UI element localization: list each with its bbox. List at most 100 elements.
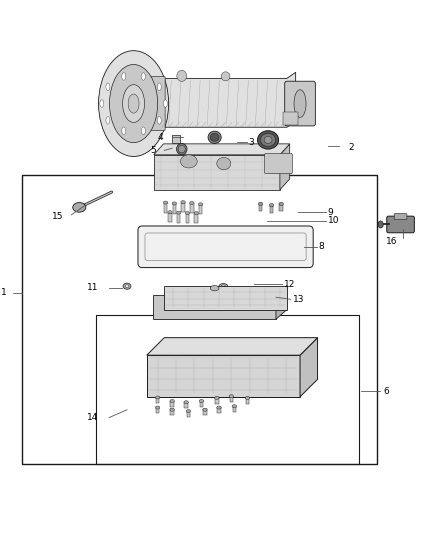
Ellipse shape	[106, 83, 110, 91]
Text: 1: 1	[1, 288, 7, 297]
Ellipse shape	[73, 203, 86, 212]
Bar	[200, 400, 203, 407]
Ellipse shape	[123, 85, 145, 123]
Bar	[233, 406, 236, 412]
FancyBboxPatch shape	[150, 77, 165, 131]
Polygon shape	[164, 286, 287, 310]
Bar	[187, 410, 190, 417]
Text: 12: 12	[284, 280, 295, 289]
Bar	[173, 204, 176, 214]
Ellipse shape	[199, 399, 204, 402]
Polygon shape	[300, 338, 318, 397]
Ellipse shape	[157, 83, 161, 91]
Ellipse shape	[190, 201, 194, 205]
Polygon shape	[158, 72, 296, 127]
Ellipse shape	[177, 70, 187, 82]
Polygon shape	[147, 355, 300, 397]
Ellipse shape	[106, 117, 110, 124]
Bar	[156, 407, 159, 413]
FancyBboxPatch shape	[387, 216, 414, 233]
Ellipse shape	[210, 286, 219, 291]
Polygon shape	[276, 286, 287, 319]
Ellipse shape	[258, 131, 279, 149]
Ellipse shape	[221, 285, 226, 287]
Text: 11: 11	[87, 283, 99, 292]
Ellipse shape	[170, 408, 174, 411]
Ellipse shape	[245, 397, 250, 399]
Ellipse shape	[198, 203, 203, 206]
Ellipse shape	[163, 201, 168, 204]
Ellipse shape	[170, 399, 174, 402]
Ellipse shape	[177, 211, 181, 214]
Bar	[190, 204, 194, 213]
Ellipse shape	[180, 155, 197, 168]
Text: 16: 16	[386, 237, 397, 246]
Text: 14: 14	[87, 413, 99, 422]
Bar	[246, 398, 249, 403]
Ellipse shape	[100, 100, 104, 107]
Ellipse shape	[125, 285, 129, 287]
Ellipse shape	[294, 90, 306, 117]
Bar	[170, 409, 174, 415]
Ellipse shape	[177, 143, 187, 155]
Ellipse shape	[157, 117, 161, 124]
Text: 2: 2	[348, 143, 354, 152]
Bar	[199, 205, 202, 214]
Ellipse shape	[203, 408, 207, 411]
Bar	[186, 214, 189, 223]
Ellipse shape	[168, 211, 172, 214]
Text: 10: 10	[328, 216, 339, 225]
Ellipse shape	[219, 284, 228, 289]
Ellipse shape	[194, 212, 198, 215]
Text: 9: 9	[328, 208, 333, 217]
Bar	[168, 213, 172, 222]
Bar	[279, 204, 283, 211]
Ellipse shape	[178, 146, 185, 153]
Ellipse shape	[141, 72, 145, 80]
Ellipse shape	[181, 200, 185, 204]
FancyBboxPatch shape	[285, 81, 315, 126]
Polygon shape	[154, 155, 280, 190]
Text: 5: 5	[151, 146, 156, 155]
Ellipse shape	[141, 127, 145, 134]
Ellipse shape	[378, 221, 383, 228]
Ellipse shape	[122, 72, 126, 80]
Ellipse shape	[110, 64, 158, 143]
Ellipse shape	[163, 100, 167, 107]
FancyBboxPatch shape	[394, 214, 407, 220]
Ellipse shape	[184, 401, 188, 404]
Ellipse shape	[99, 51, 169, 157]
Bar	[203, 409, 207, 415]
Ellipse shape	[279, 202, 283, 206]
Text: 4: 4	[157, 133, 163, 142]
Ellipse shape	[269, 204, 274, 207]
Bar	[22, 174, 377, 464]
Ellipse shape	[215, 397, 219, 399]
Ellipse shape	[232, 405, 237, 408]
Ellipse shape	[185, 212, 190, 215]
Text: 8: 8	[319, 243, 325, 251]
Bar	[172, 135, 180, 142]
Bar	[270, 206, 273, 213]
Text: 6: 6	[383, 387, 389, 396]
Ellipse shape	[208, 131, 221, 143]
Ellipse shape	[221, 72, 230, 81]
Bar	[194, 214, 198, 223]
Text: 15: 15	[52, 212, 64, 221]
FancyBboxPatch shape	[265, 154, 293, 174]
Polygon shape	[153, 295, 276, 319]
Text: 13: 13	[293, 295, 304, 304]
Ellipse shape	[260, 133, 276, 147]
Bar	[177, 213, 180, 223]
Text: 3: 3	[248, 138, 254, 147]
Ellipse shape	[122, 127, 126, 134]
Polygon shape	[147, 338, 318, 355]
Ellipse shape	[123, 283, 131, 289]
Ellipse shape	[155, 396, 160, 399]
Bar	[184, 402, 188, 408]
Bar	[156, 397, 159, 403]
FancyBboxPatch shape	[138, 226, 313, 268]
Ellipse shape	[210, 133, 219, 141]
Bar	[215, 398, 219, 403]
Ellipse shape	[258, 202, 263, 206]
